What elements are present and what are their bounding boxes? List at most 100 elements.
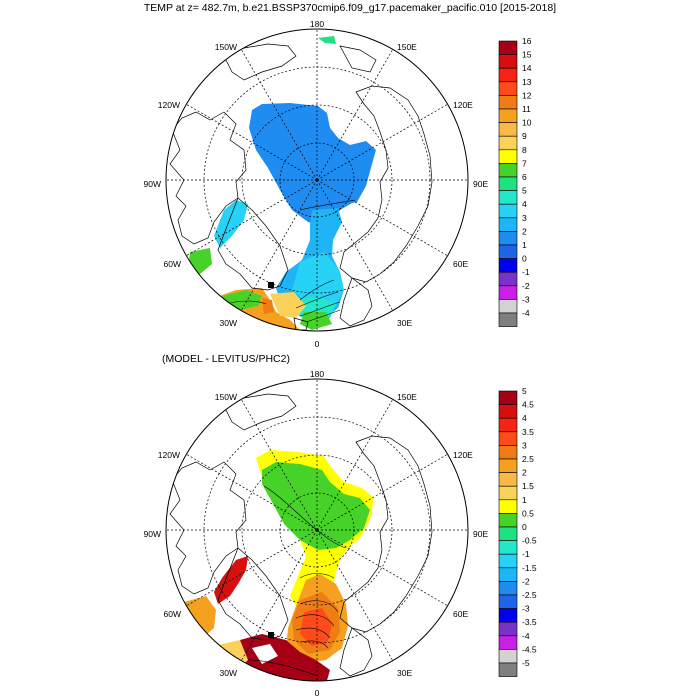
temperature-colorbar-swatch xyxy=(498,95,518,110)
temperature-colorbar-swatch xyxy=(498,285,518,300)
temperature-colorbar-swatch xyxy=(498,217,518,232)
lon-label-30e-bottom-map: 30E xyxy=(397,668,412,678)
figure-title: TEMP at z= 482.7m, b.e21.BSSP370cmip6.f0… xyxy=(144,2,556,14)
temperature-colorbar-swatch xyxy=(498,163,518,178)
lon-label-60w: 60W xyxy=(164,259,181,269)
temperature-colorbar-swatch xyxy=(498,149,518,164)
temperature-colorbar-swatch xyxy=(498,176,518,191)
temperature-colorbar-tick-label: -1 xyxy=(522,267,530,277)
difference-colorbar-swatch xyxy=(498,485,518,501)
difference-colorbar-tick-label: 0 xyxy=(522,522,527,532)
difference-colorbar-tick-label: -2 xyxy=(522,576,530,586)
temperature-colorbar-tick-label: 6 xyxy=(522,172,527,182)
temperature-colorbar-swatch xyxy=(498,190,518,205)
diff-labrador-warm xyxy=(184,596,216,640)
difference-colorbar-tick-label: 3 xyxy=(522,440,527,450)
difference-colorbar-tick-label: 4 xyxy=(522,413,527,423)
temperature-colorbar-swatch xyxy=(498,258,518,273)
temperature-colorbar-swatch xyxy=(498,67,518,83)
temperature-colorbar-swatch xyxy=(498,135,518,151)
difference-colorbar-tick-label: -4.5 xyxy=(522,644,537,654)
lon-label-30w-bottom-map: 30W xyxy=(220,668,237,678)
difference-colorbar-tick-label: 0.5 xyxy=(522,508,534,518)
lon-label-150w-bottom-map: 150W xyxy=(215,392,237,402)
lon-label-120w-bottom-map: 120W xyxy=(158,450,180,460)
difference-colorbar-swatch xyxy=(498,445,518,460)
temperature-colorbar-tick-label: 13 xyxy=(522,77,532,87)
difference-colorbar-swatch xyxy=(498,390,518,405)
difference-title: (MODEL - LEVITUS/PHC2) xyxy=(162,353,290,365)
difference-colorbar-swatch xyxy=(498,404,518,419)
temperature-colorbar-tick-label: 7 xyxy=(522,158,527,168)
difference-colorbar-tick-label: 1.5 xyxy=(522,481,534,491)
temperature-colorbar-swatch xyxy=(498,271,518,287)
difference-colorbar-swatch xyxy=(498,417,518,433)
temperature-colorbar-tick-label: -2 xyxy=(522,281,530,291)
lon-label-90e-bottom-map: 90E xyxy=(473,529,488,539)
bottom-graticule xyxy=(165,378,469,682)
temperature-map: 180 150W 150E 120W 120E 90W 90E 60W 60E … xyxy=(144,19,489,349)
difference-colorbar: 5 4.5 4 3.5 3 2.5 2 1.5 1 0.5 0 -0.5 -1 -1.5 -2 -2.5 -3 -… xyxy=(498,386,537,677)
temperature-colorbar-swatch xyxy=(498,81,518,96)
lon-label-60w-bottom-map: 60W xyxy=(164,609,181,619)
gulf-stream-hot xyxy=(262,298,274,314)
temperature-colorbar-tick-label: 12 xyxy=(522,90,532,100)
difference-colorbar-swatch xyxy=(498,499,518,514)
difference-colorbar-tick-label: -1.5 xyxy=(522,563,537,573)
norwegian-sea-green xyxy=(300,312,332,330)
lon-label-90w-bottom-map: 90W xyxy=(144,529,161,539)
difference-colorbar-tick-label: -3.5 xyxy=(522,617,537,627)
temperature-colorbar-tick-label: 11 xyxy=(522,104,531,114)
temperature-colorbar-tick-label: 16 xyxy=(522,36,532,46)
difference-colorbar-swatch xyxy=(498,581,518,596)
temperature-colorbar-tick-label: 1 xyxy=(522,240,527,250)
baffin-bay-field xyxy=(214,200,248,248)
difference-colorbar-swatch xyxy=(498,513,518,528)
diff-green-basin xyxy=(262,462,370,550)
arctic-basin-field xyxy=(249,103,376,226)
temperature-colorbar-tick-label: 10 xyxy=(522,118,532,128)
lon-label-60e-bottom-map: 60E xyxy=(453,609,468,619)
lon-label-90w: 90W xyxy=(144,179,161,189)
difference-colorbar-swatch xyxy=(498,540,518,555)
lon-label-0: 0 xyxy=(315,339,320,349)
temperature-colorbar-swatch xyxy=(498,122,518,137)
lon-label-120e-bottom-map: 120E xyxy=(453,450,473,460)
lon-label-150e-bottom-map: 150E xyxy=(397,392,417,402)
difference-colorbar-tick-label: -1 xyxy=(522,549,530,559)
difference-map: 180 150W 150E 120W 120E 90W 90E 60W 60E … xyxy=(144,369,489,698)
lon-label-30w: 30W xyxy=(220,318,237,328)
temperature-colorbar-swatch xyxy=(498,244,518,259)
difference-colorbar-swatch xyxy=(498,594,518,609)
temperature-colorbar-swatch xyxy=(498,54,518,69)
top-graticule xyxy=(165,28,469,332)
lon-label-150e: 150E xyxy=(397,42,417,52)
temperature-colorbar-swatch xyxy=(498,231,518,246)
difference-colorbar-tick-label: -5 xyxy=(522,658,530,668)
lon-label-150w: 150W xyxy=(215,42,237,52)
difference-colorbar-swatch xyxy=(498,608,518,623)
temperature-colorbar-swatch xyxy=(498,40,518,55)
temperature-colorbar-tick-label: -4 xyxy=(522,308,530,318)
difference-colorbar-tick-label: -2.5 xyxy=(522,590,537,600)
temperature-colorbar-tick-label: 14 xyxy=(522,63,532,73)
difference-colorbar-swatch xyxy=(498,526,518,541)
lon-label-120w: 120W xyxy=(158,100,180,110)
labrador-sea-field xyxy=(188,248,212,274)
lon-label-60e: 60E xyxy=(453,259,468,269)
lon-label-180-bottom-map: 180 xyxy=(310,369,324,379)
temperature-colorbar-tick-label: 0 xyxy=(522,254,527,264)
difference-colorbar-tick-label: 2.5 xyxy=(522,454,534,464)
temperature-colorbar-swatch xyxy=(498,299,518,314)
difference-colorbar-tick-label: 1 xyxy=(522,495,527,505)
difference-colorbar-tick-label: 5 xyxy=(522,386,527,396)
temperature-colorbar-swatch xyxy=(498,203,518,219)
temperature-colorbar-tick-label: 4 xyxy=(522,199,527,209)
temperature-colorbar-swatch xyxy=(498,108,518,123)
lon-label-90e: 90E xyxy=(473,179,488,189)
diff-iceland-hole xyxy=(252,644,278,664)
temperature-colorbar-tick-label: 8 xyxy=(522,145,527,155)
temperature-colorbar-tick-label: -3 xyxy=(522,294,530,304)
